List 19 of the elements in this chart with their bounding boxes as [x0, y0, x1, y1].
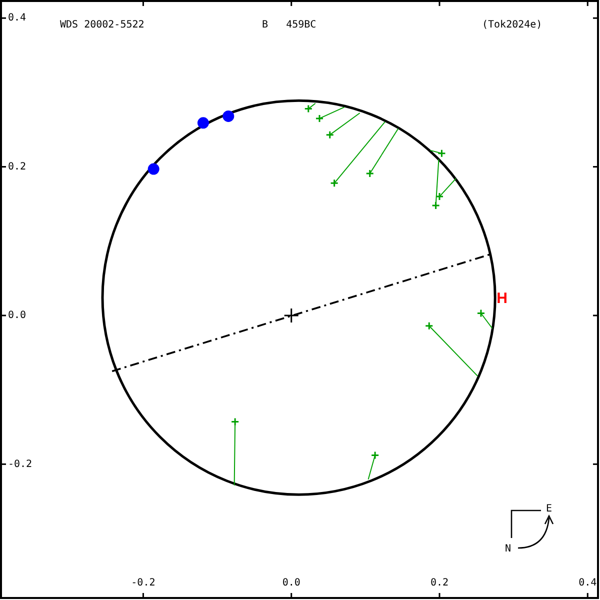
annotation: (Tok2024e) [482, 20, 542, 31]
y-tick-label: 0.4 [8, 12, 26, 24]
y-tick-label: 0.2 [8, 161, 26, 172]
x-tick-label: 0.0 [282, 578, 300, 589]
text: B 459BC [262, 20, 316, 31]
y-tick-label: -0.2 [8, 458, 32, 470]
text: WDS 20002-5522 [60, 20, 144, 31]
annotation: E [546, 504, 552, 515]
x-tick-label: 0.4 [578, 578, 597, 589]
annotation: N [504, 544, 512, 555]
x-tick-label: -0.2 [131, 578, 156, 589]
y-tick-label: 0.0 [8, 310, 26, 322]
point [148, 163, 160, 175]
annotation: H [496, 290, 508, 308]
point [197, 117, 209, 129]
point [222, 110, 234, 122]
point [304, 104, 313, 114]
x-tick-label: 0.2 [430, 578, 449, 589]
point [284, 308, 300, 324]
